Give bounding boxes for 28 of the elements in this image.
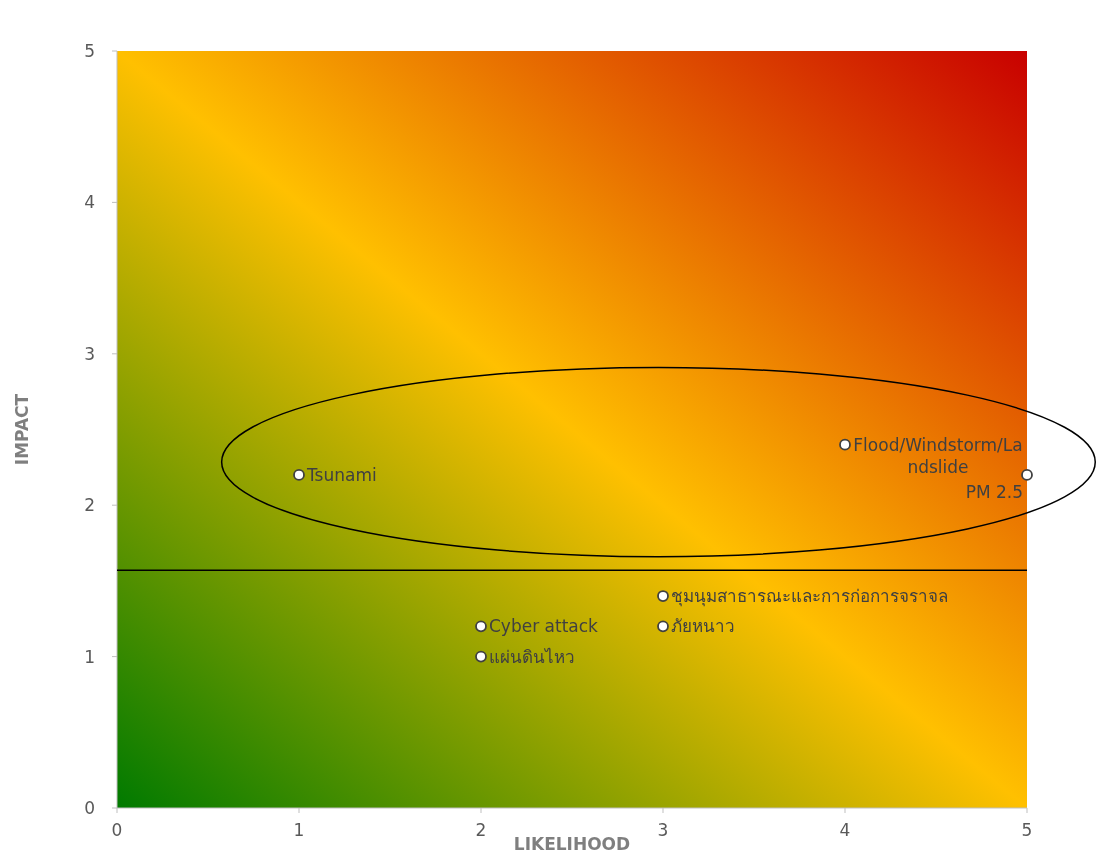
point xyxy=(839,438,851,451)
point xyxy=(657,620,669,633)
x-tick-label: 3 xyxy=(657,820,669,840)
x-tick-label: 1 xyxy=(293,820,305,840)
y-tick-label: 3 xyxy=(84,343,95,364)
point xyxy=(475,650,487,663)
x-tick-label: 4 xyxy=(839,820,851,840)
point xyxy=(1021,469,1033,481)
x-tick-label: 5 xyxy=(1021,820,1033,840)
x-axis-title: LIKELIHOOD xyxy=(513,834,631,854)
annotation: PM 2.5 xyxy=(965,480,1023,503)
x-tick-label: 2 xyxy=(475,820,487,840)
point xyxy=(657,590,669,602)
annotation: แผ่นดินไหว xyxy=(489,645,575,668)
x-tick-label: 0 xyxy=(111,820,123,840)
annotation: ภัยหนาว xyxy=(671,615,735,638)
y-tick-label: 5 xyxy=(84,41,95,61)
annotation: Flood/Windstorm/Landslide xyxy=(853,433,1023,478)
annotation: Cyber attack xyxy=(489,615,598,638)
y-tick-label: 1 xyxy=(84,646,95,667)
y-axis-title: IMPACT xyxy=(12,393,32,466)
y-tick-label: 0 xyxy=(84,798,95,818)
annotation: Tsunami xyxy=(307,463,377,486)
annotation: ชุมนุมสาธารณะและการก่อการจราจล xyxy=(671,585,948,608)
point xyxy=(475,620,487,633)
y-tick-label: 2 xyxy=(84,495,95,516)
y-tick-label: 4 xyxy=(84,192,95,213)
point xyxy=(293,469,305,481)
